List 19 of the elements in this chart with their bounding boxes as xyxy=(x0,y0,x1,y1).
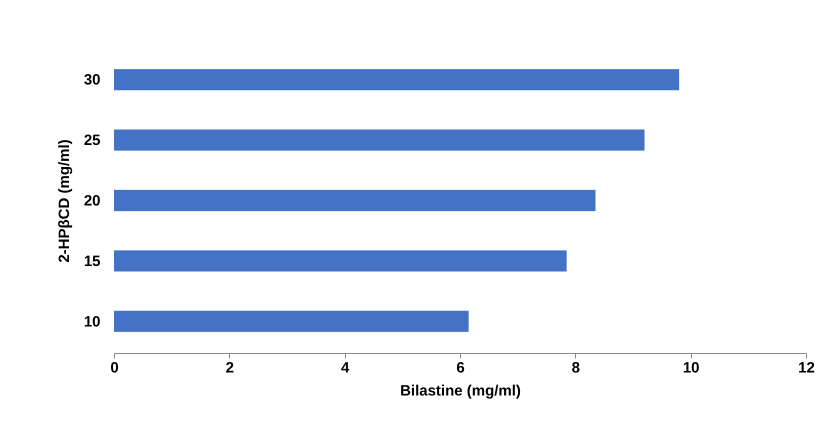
y-tick-label: 20 xyxy=(84,192,100,210)
bar xyxy=(114,190,596,212)
bar xyxy=(114,310,469,332)
x-tick-label: 0 xyxy=(110,360,119,376)
y-tick-label: 10 xyxy=(84,313,100,330)
y-axis-title: 2-HPβCD (mg/ml) xyxy=(56,139,73,263)
x-tick-label: 8 xyxy=(572,360,580,376)
bar xyxy=(114,130,645,151)
x-tick-label: 4 xyxy=(340,360,350,376)
y-tick-label: 30 xyxy=(84,72,100,89)
x-tick-label: 10 xyxy=(682,360,700,376)
bar xyxy=(114,69,680,90)
x-axis-title: Bilastine (mg/ml) xyxy=(400,382,521,400)
y-tick-label: 15 xyxy=(84,252,100,270)
x-tick-label: 6 xyxy=(456,360,465,376)
bar xyxy=(114,250,567,272)
x-tick-label: 12 xyxy=(798,360,815,376)
y-tick-label: 25 xyxy=(84,132,100,150)
x-tick-label: 2 xyxy=(226,360,234,376)
